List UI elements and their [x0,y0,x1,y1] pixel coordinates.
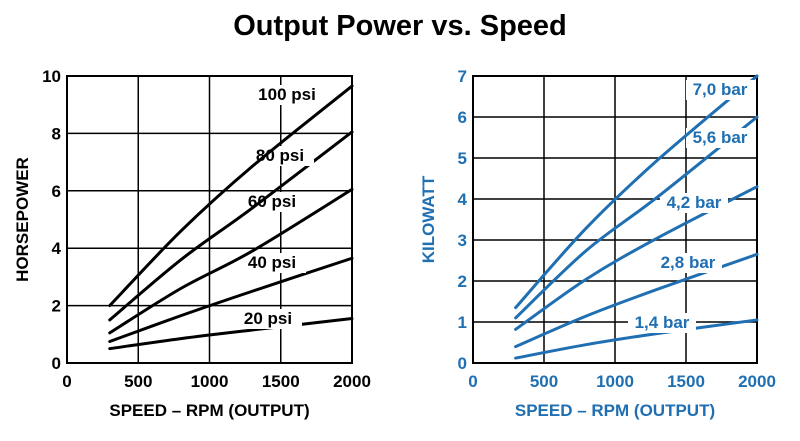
x-tick-label: 1500 [667,372,705,391]
x-axis-title: SPEED – RPM (OUTPUT) [109,401,309,420]
x-tick-label: 1000 [596,372,634,391]
x-tick-label: 2000 [333,372,371,391]
series-line-1-4-bar [514,318,759,360]
series-label: 1,4 bar [635,313,690,332]
y-tick-label: 3 [458,231,467,250]
y-tick-label: 5 [458,149,467,168]
x-tick-label: 0 [62,372,71,391]
series-label-bg [654,253,722,273]
series-label: 2,8 bar [661,253,716,272]
y-tick-label: 1 [458,313,467,332]
series-label-bg [246,146,314,166]
y-tick-label: 2 [52,297,61,316]
y-tick-label: 2 [458,272,467,291]
y-tick-label: 7 [458,67,467,86]
series-label: 100 psi [258,85,316,104]
y-tick-label: 4 [52,239,62,258]
chart-horsepower: 0 500 1000 1500 2000 0 2 4 6 8 10 SPEED – RPM (OUTP… [13,67,371,420]
chart-kilowatt: 0 500 1000 1500 2000 0 1 2 3 4 5 6 7 SPEED – RPM (OUT… [419,67,776,420]
series-label: 60 psi [248,192,296,211]
plot-frame [472,75,758,364]
series-label-bg [660,193,728,213]
y-tick-label: 4 [458,190,468,209]
series-label-bg [234,309,302,329]
series-label: 20 psi [244,309,292,328]
x-tick-label: 1500 [262,372,300,391]
series-label: 40 psi [248,253,296,272]
series-label: 5,6 bar [693,128,748,147]
series-label-bg [686,80,754,100]
x-tick-label: 500 [530,372,558,391]
x-axis-title: SPEED – RPM (OUTPUT) [515,401,715,420]
series-line-60-psi [108,187,354,335]
page-title: Output Power vs. Speed [233,10,567,42]
y-tick-label: 6 [458,108,467,127]
series-label-bg [686,128,754,148]
series-label: 4,2 bar [667,193,722,212]
series-line-7-0-bar [514,74,759,310]
series-line-80-psi [108,130,354,322]
series-line-5-6-bar [514,115,759,320]
series-label: 80 psi [256,146,304,165]
y-tick-label: 0 [458,354,467,373]
y-tick-label: 10 [42,67,61,86]
series-line-20-psi [108,317,354,351]
series-label-bg [628,313,696,333]
series-label-bg [238,253,306,273]
series-line-100-psi [108,84,354,308]
y-axis-title: KILOWATT [419,175,438,263]
x-tick-label: 1000 [191,372,229,391]
y-tick-label: 8 [52,124,61,143]
x-tick-label: 0 [468,372,477,391]
y-tick-label: 0 [52,354,61,373]
series-label: 7,0 bar [693,80,748,99]
plot-frame [66,75,353,364]
y-axis-title: HORSEPOWER [13,157,32,282]
y-tick-label: 6 [52,182,61,201]
x-tick-label: 500 [124,372,152,391]
series-label-bg [253,85,321,105]
x-tick-label: 2000 [738,372,776,391]
series-line-40-psi [108,256,354,343]
